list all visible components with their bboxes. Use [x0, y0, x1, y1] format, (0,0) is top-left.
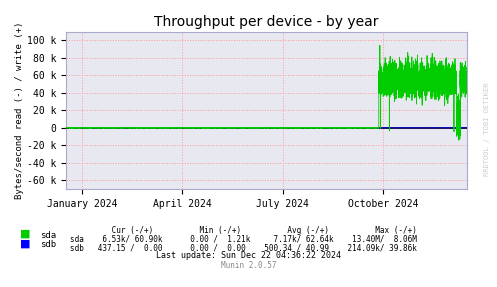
Text: sdb   437.15 /  0.00      0.00 /  0.00    500.34 / 40.99    214.09k/ 39.86k: sdb 437.15 / 0.00 0.00 / 0.00 500.34 / 4… [70, 243, 416, 252]
Y-axis label: Bytes/second read (-) / write (+): Bytes/second read (-) / write (+) [15, 22, 24, 199]
Text: Last update: Sun Dec 22 04:36:22 2024: Last update: Sun Dec 22 04:36:22 2024 [156, 251, 341, 260]
Text: sda: sda [40, 231, 56, 240]
Text: sdb: sdb [40, 241, 56, 249]
Text: Cur (-/+)          Min (-/+)          Avg (-/+)          Max (-/+): Cur (-/+) Min (-/+) Avg (-/+) Max (-/+) [70, 226, 416, 235]
Text: RRDTOOL / TOBI OETIKER: RRDTOOL / TOBI OETIKER [484, 82, 490, 176]
Text: sda    6.53k/ 60.90k      0.00 /  1.21k     7.17k/ 62.64k    13.40M/  8.06M: sda 6.53k/ 60.90k 0.00 / 1.21k 7.17k/ 62… [70, 234, 416, 243]
Title: Throughput per device - by year: Throughput per device - by year [154, 15, 379, 29]
Text: ■: ■ [20, 239, 30, 249]
Text: Munin 2.0.57: Munin 2.0.57 [221, 261, 276, 270]
Text: ■: ■ [20, 229, 30, 239]
